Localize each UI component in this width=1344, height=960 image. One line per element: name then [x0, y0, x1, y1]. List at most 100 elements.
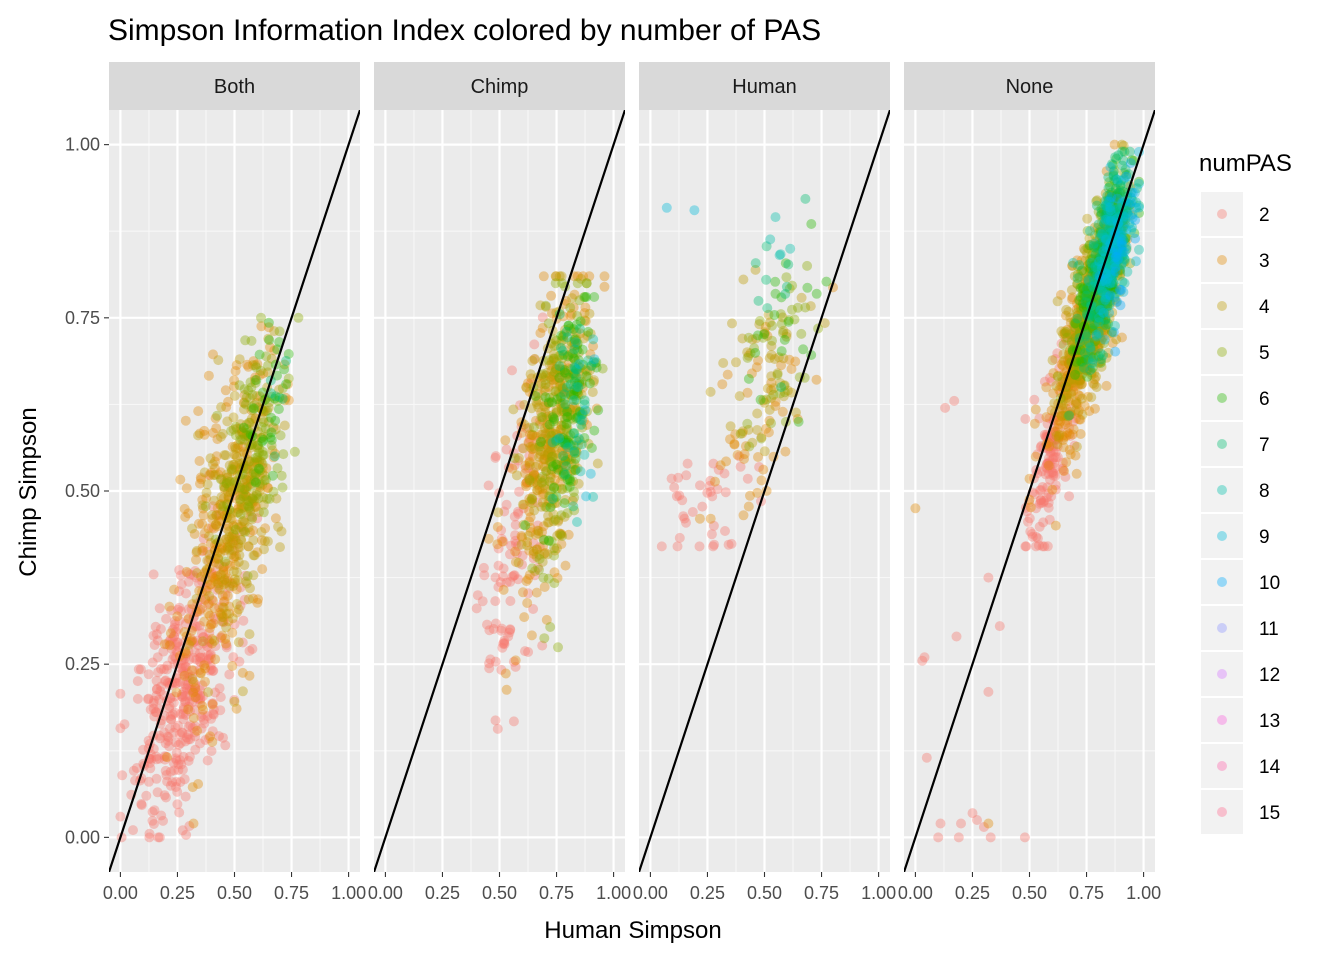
data-point: [218, 501, 229, 512]
data-point: [1063, 410, 1074, 421]
data-point: [1112, 191, 1123, 202]
data-point: [1113, 243, 1124, 254]
data-point: [1134, 202, 1144, 213]
data-point: [533, 402, 544, 413]
data-point: [187, 697, 198, 708]
data-point: [543, 434, 554, 445]
data-point: [1112, 188, 1123, 199]
data-point: [548, 494, 559, 505]
data-point: [1110, 253, 1121, 264]
data-point: [573, 440, 584, 451]
data-point: [148, 630, 159, 641]
data-point: [577, 407, 588, 418]
data-point: [1048, 368, 1059, 379]
data-point: [183, 646, 194, 656]
data-point: [985, 832, 996, 843]
data-point: [199, 660, 210, 671]
data-point: [539, 535, 550, 545]
data-point: [1105, 290, 1116, 301]
data-point: [558, 459, 569, 470]
data-point: [1102, 299, 1113, 310]
data-point: [207, 513, 218, 524]
data-point: [1044, 514, 1055, 525]
data-point: [161, 770, 172, 780]
data-point: [1025, 502, 1036, 513]
data-point: [577, 415, 588, 426]
data-point: [159, 790, 170, 801]
data-point: [254, 486, 265, 497]
data-point: [1099, 232, 1110, 243]
data-point: [232, 507, 243, 518]
data-point: [143, 669, 154, 680]
data-point: [266, 391, 277, 402]
data-point: [1095, 287, 1106, 298]
data-point: [217, 428, 228, 439]
data-point: [1097, 286, 1108, 297]
data-point: [592, 458, 603, 469]
data-point: [1083, 354, 1094, 365]
data-point: [568, 384, 579, 395]
data-point: [570, 453, 581, 464]
data-point: [1064, 422, 1075, 433]
data-point: [184, 751, 195, 762]
data-point: [510, 519, 521, 530]
data-point: [1083, 290, 1094, 301]
data-point: [1055, 422, 1065, 433]
data-point: [720, 526, 730, 536]
data-point: [705, 486, 716, 497]
data-point: [200, 735, 211, 745]
data-point: [556, 424, 567, 435]
data-point: [568, 440, 579, 451]
data-point: [1094, 256, 1105, 267]
data-point: [566, 389, 576, 400]
data-point: [229, 577, 240, 588]
data-point: [1110, 346, 1121, 357]
data-point: [1062, 324, 1073, 335]
data-point: [190, 721, 201, 732]
data-point: [499, 506, 510, 517]
data-point: [1065, 402, 1076, 413]
data-point: [535, 445, 546, 456]
data-point: [575, 414, 585, 425]
data-point: [1097, 325, 1108, 336]
reference-line-y-equals-x: [904, 110, 1155, 872]
data-point: [548, 353, 559, 364]
data-point: [222, 573, 233, 584]
data-point: [222, 543, 233, 554]
data-point: [1070, 398, 1081, 408]
data-point: [1057, 400, 1068, 411]
data-point: [214, 516, 225, 527]
data-point: [545, 456, 556, 467]
data-point: [1038, 497, 1049, 508]
data-point: [558, 458, 569, 469]
data-point: [546, 464, 557, 475]
data-point: [540, 547, 551, 558]
data-point: [1038, 517, 1049, 528]
data-point: [734, 391, 745, 402]
data-point: [152, 652, 163, 663]
data-point: [232, 423, 242, 434]
facet-strip-label: Human: [732, 76, 796, 98]
data-point: [1091, 331, 1102, 342]
data-point: [191, 654, 202, 665]
data-point: [495, 577, 506, 588]
data-point: [554, 398, 565, 409]
data-point: [1043, 458, 1054, 469]
data-point: [549, 550, 559, 561]
data-point: [132, 693, 143, 704]
data-point: [192, 687, 203, 698]
data-point: [1069, 375, 1079, 385]
data-point: [556, 420, 567, 431]
data-point: [524, 545, 535, 556]
data-point: [180, 661, 191, 672]
data-point: [538, 488, 549, 499]
data-point: [165, 634, 176, 645]
data-point: [551, 429, 561, 439]
data-point: [1058, 432, 1069, 443]
data-point: [277, 393, 288, 404]
data-point: [548, 378, 559, 389]
data-point: [1131, 256, 1141, 267]
data-point: [572, 517, 582, 527]
data-point: [1107, 192, 1118, 203]
data-point: [215, 474, 226, 485]
